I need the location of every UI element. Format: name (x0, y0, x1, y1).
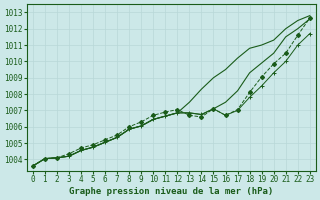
X-axis label: Graphe pression niveau de la mer (hPa): Graphe pression niveau de la mer (hPa) (69, 187, 274, 196)
